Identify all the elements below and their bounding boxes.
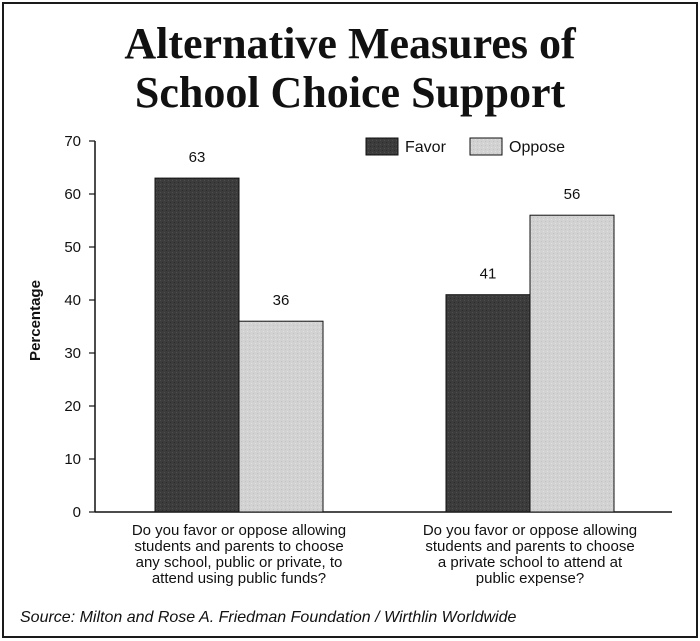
- x-category-label-1-line-4: attend using public funds?: [152, 570, 326, 587]
- legend-label-favor: Favor: [405, 139, 447, 156]
- x-category-label-2-line-3: a private school to attend at: [438, 554, 623, 571]
- data-label-oppose-1: 36: [273, 292, 290, 309]
- x-category-label-2-line-1: Do you favor or oppose allowing: [423, 522, 637, 539]
- chart-title-line-2: School Choice Support: [134, 68, 566, 117]
- bar-favor-2: [445, 294, 531, 513]
- y-tick-label: 0: [73, 504, 81, 521]
- chart-title-line-1: Alternative Measures of: [124, 19, 576, 68]
- y-tick-label: 20: [64, 398, 81, 415]
- data-label-favor-1: 63: [189, 149, 206, 166]
- x-category-label-2-line-2: students and parents to choose: [425, 538, 634, 555]
- legend-label-oppose: Oppose: [509, 139, 565, 156]
- y-tick-label: 70: [64, 133, 81, 150]
- data-label-oppose-2: 56: [564, 186, 581, 203]
- y-tick-label: 10: [64, 451, 81, 468]
- y-tick-label: 30: [64, 345, 81, 362]
- legend-swatch-favor: [365, 137, 399, 156]
- x-category-label-2-line-4: public expense?: [476, 570, 584, 587]
- x-category-label-1-line-3: any school, public or private, to: [136, 554, 343, 571]
- x-category-label-1-line-2: students and parents to choose: [134, 538, 343, 555]
- bar-oppose-1: [238, 320, 324, 513]
- legend-swatch-oppose: [469, 137, 503, 156]
- source-note: Source: Milton and Rose A. Friedman Foun…: [20, 609, 517, 626]
- bar-favor-1: [154, 177, 240, 513]
- y-tick-label: 60: [64, 186, 81, 203]
- y-tick-label: 50: [64, 239, 81, 256]
- y-tick-label: 40: [64, 292, 81, 309]
- x-category-label-1-line-1: Do you favor or oppose allowing: [132, 522, 346, 539]
- data-label-favor-2: 41: [480, 266, 497, 283]
- bar-oppose-2: [529, 214, 615, 513]
- y-axis-title: Percentage: [27, 280, 44, 361]
